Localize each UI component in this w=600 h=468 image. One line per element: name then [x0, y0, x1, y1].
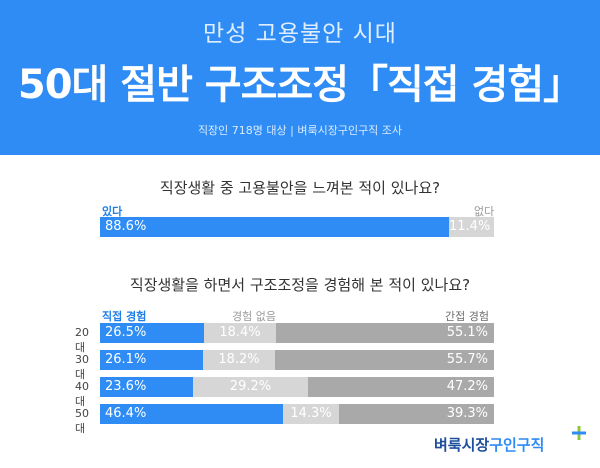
- bar-indirect: 55.1%: [276, 323, 494, 343]
- bar-direct: 23.6%: [100, 377, 193, 397]
- survey-note: 직장인 718명 대상 | 벼룩시장구인구직 조사: [197, 124, 403, 137]
- logo-part1: 벼룩시장: [434, 436, 490, 454]
- header-banner: 만성 고용불안 시대 50대 절반 구조조정「직접 경험」 직장인 718명 대…: [0, 0, 600, 155]
- bar-direct: 26.1%: [100, 350, 203, 370]
- chart1-bar: 88.6% 11.4%: [100, 217, 494, 237]
- bar-none: 18.4%: [204, 323, 276, 343]
- stacked-bar-row: 23.6% 29.2% 47.2%: [100, 377, 494, 397]
- banner-subtitle: 만성 고용불안 시대: [203, 21, 397, 47]
- bar-none: 14.3%: [283, 404, 339, 424]
- chart1-question: 직장생활 중 고용불안을 느껴본 적이 있나요?: [159, 179, 441, 197]
- bar-indirect: 55.7%: [275, 350, 494, 370]
- chart1-bar-yes: 88.6%: [100, 217, 449, 237]
- age-label: 30대: [75, 353, 89, 381]
- logo-part2: 구인구직: [489, 436, 545, 454]
- chart2-legend-none: 경험 없음: [232, 310, 276, 323]
- chart2-legend-direct: 직접 경험: [102, 310, 147, 323]
- chart1-bar-no: 11.4%: [449, 217, 494, 237]
- bar-direct: 46.4%: [100, 404, 283, 424]
- age-label: 20대: [75, 326, 89, 354]
- bar-indirect: 39.3%: [339, 404, 494, 424]
- chart2-question: 직장생활을 하면서 구조조정을 경험해 본 적이 있나요?: [129, 276, 471, 294]
- brand-logo: 벼룩시장구인구직: [434, 426, 586, 455]
- bar-indirect: 47.2%: [308, 377, 494, 397]
- age-label: 40대: [75, 380, 89, 408]
- bar-none: 18.2%: [203, 350, 275, 370]
- chart1-legend-no: 없다: [474, 205, 495, 218]
- banner-title: 50대 절반 구조조정「직접 경험」: [17, 62, 583, 108]
- age-label: 50대: [75, 407, 89, 435]
- bar-direct: 26.5%: [100, 323, 204, 343]
- stacked-bar-row: 26.1% 18.2% 55.7%: [100, 350, 494, 370]
- stacked-bar-row: 26.5% 18.4% 55.1%: [100, 323, 494, 343]
- plus-icon: [572, 426, 586, 440]
- chart1-legend-yes: 있다: [102, 205, 123, 218]
- chart2-legend-indirect: 간접 경험: [445, 310, 489, 323]
- bar-none: 29.2%: [193, 377, 308, 397]
- stacked-bar-row: 46.4% 14.3% 39.3%: [100, 404, 494, 424]
